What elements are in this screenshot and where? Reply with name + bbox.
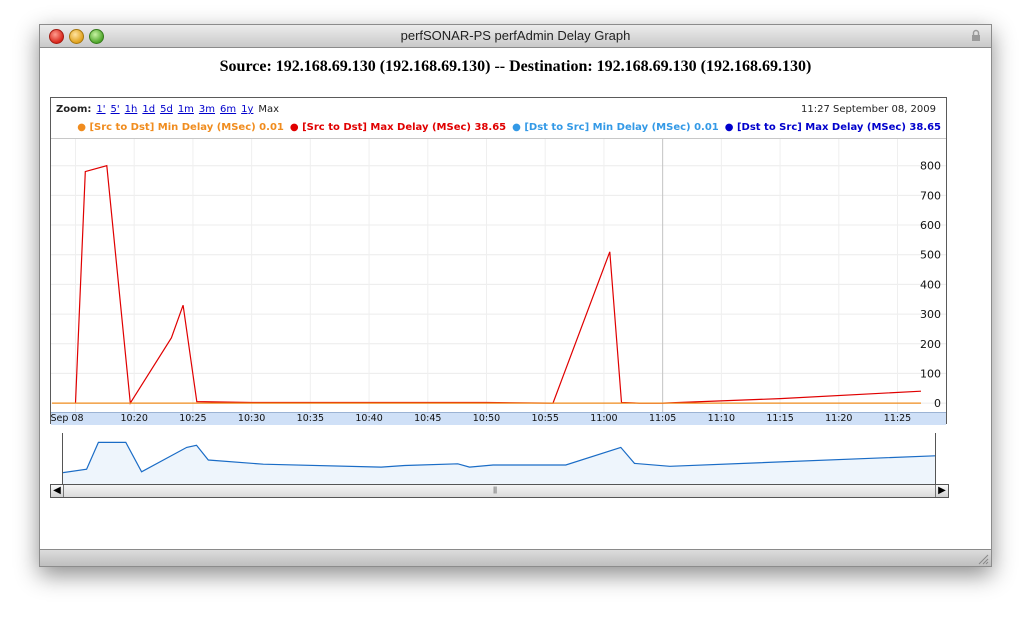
zoom-option-link[interactable]: 1d (142, 104, 156, 115)
x-tick-label: 10:40 (355, 413, 383, 424)
legend-label: [Src to Dst] Min Delay (MSec) 0.01 (89, 122, 284, 133)
y-tick-label: 500 (920, 249, 941, 262)
legend-label: [Dst to Src] Min Delay (MSec) 0.01 (524, 122, 719, 133)
legend-label: [Dst to Src] Max Delay (MSec) 38.65 (736, 122, 941, 133)
zoom-option-link[interactable]: 3m (198, 104, 216, 115)
zoom-option-link[interactable]: 1y (241, 104, 254, 115)
y-tick-label: 700 (920, 189, 941, 202)
delay-graph[interactable]: Zoom: 1' 5' 1h 1d 5d 1m 3m 6m 1y Max 11:27 Septemb… (50, 97, 947, 425)
legend: ● [Src to Dst] Min Delay (MSec) 0.01 ● [S… (71, 122, 941, 133)
plot-area[interactable]: 0 100 200 300 400 500 600 700 800 (51, 139, 946, 412)
resize-grip-icon[interactable] (977, 553, 989, 565)
x-tick-label: 11:15 (766, 413, 794, 424)
x-tick-label: 10:55 (531, 413, 559, 424)
legend-label: [Src to Dst] Max Delay (MSec) 38.65 (302, 122, 507, 133)
x-tick-label: 11:00 (590, 413, 618, 424)
x-tick-label: Sep 08 (50, 413, 84, 424)
legend-entry: ● [Dst to Src] Max Delay (MSec) 38.65 (725, 122, 941, 133)
legend-dot-icon: ● (77, 122, 90, 133)
minimize-button[interactable] (69, 29, 84, 44)
legend-dot-icon: ● (724, 122, 737, 133)
zoom-option-link[interactable]: 1' (96, 104, 106, 115)
zoom-option-link[interactable]: 5d (160, 104, 173, 115)
close-button[interactable] (49, 29, 64, 44)
x-tick-label: 10:45 (414, 413, 442, 424)
x-tick-label: 10:35 (296, 413, 325, 424)
legend-entry: ● [Src to Dst] Max Delay (MSec) 38.65 (290, 122, 506, 133)
chevron-left-icon: ◀ (53, 485, 61, 496)
chevron-right-icon: ▶ (938, 485, 946, 496)
window-title: perfSONAR-PS perfAdmin Delay Graph (400, 28, 631, 43)
zoom-option-link[interactable]: 5' (110, 104, 120, 115)
y-tick-label: 0 (934, 397, 941, 410)
legend-dot-icon: ● (289, 122, 303, 133)
overview-plot[interactable] (63, 433, 935, 485)
y-tick-label: 800 (920, 160, 941, 173)
legend-dot-icon: ● (512, 122, 525, 133)
title-bar[interactable]: perfSONAR-PS perfAdmin Delay Graph (40, 25, 991, 48)
zoom-bar: Zoom: 1' 5' 1h 1d 5d 1m 3m 6m 1y Max (56, 104, 279, 115)
x-tick-label: 10:25 (179, 413, 207, 424)
x-tick-label: 10:50 (472, 413, 501, 424)
page-heading: Source: 192.168.69.130 (192.168.69.130) … (219, 58, 812, 75)
zoom-option-link[interactable]: 1m (177, 104, 194, 115)
zoom-label: Zoom: (56, 104, 92, 115)
x-tick-label: 11:20 (825, 413, 853, 424)
scroll-grip-icon[interactable]: |||| (493, 487, 497, 494)
time-axis: Sep 08 10:20 10:25 10:30 10:35 10:40 10:45 10:5… (50, 412, 946, 425)
x-tick-label: 11:05 (648, 413, 677, 424)
x-tick-label: 11:25 (883, 413, 912, 424)
zoom-window-button[interactable] (89, 29, 104, 44)
lock-icon (972, 29, 980, 41)
legend-entry: ● [Dst to Src] Min Delay (MSec) 0.01 (512, 122, 719, 133)
zoom-option-link[interactable]: 6m (220, 104, 237, 115)
y-tick-label: 200 (920, 338, 941, 351)
graph-header: Zoom: 1' 5' 1h 1d 5d 1m 3m 6m 1y Max 11:27 Septemb… (51, 98, 946, 139)
y-tick-label: 300 (920, 308, 941, 321)
app-window: perfSONAR-PS perfAdmin Delay Graph Sourc… (39, 24, 992, 567)
status-bar (40, 549, 991, 566)
zoom-option-link[interactable]: 1h (124, 104, 138, 115)
scroll-left-button[interactable]: ◀ (51, 485, 64, 497)
current-timestamp: 11:27 September 08, 2009 (801, 104, 936, 115)
x-tick-label: 11:10 (707, 413, 736, 424)
overview-range-selector[interactable] (62, 433, 936, 485)
y-tick-label: 600 (920, 219, 941, 232)
y-tick-label: 100 (920, 367, 941, 380)
overview-area (63, 442, 935, 485)
legend-entry: ● [Src to Dst] Min Delay (MSec) 0.01 (77, 122, 284, 133)
x-tick-label: 10:30 (237, 413, 266, 424)
y-tick-label: 400 (920, 278, 941, 291)
zoom-option-max: Max (258, 104, 280, 115)
x-tick-label: 10:20 (120, 413, 148, 424)
scroll-right-button[interactable]: ▶ (935, 485, 948, 497)
horizontal-scrollbar[interactable]: ◀ |||| ▶ (50, 484, 949, 498)
overview-line (63, 441, 935, 474)
